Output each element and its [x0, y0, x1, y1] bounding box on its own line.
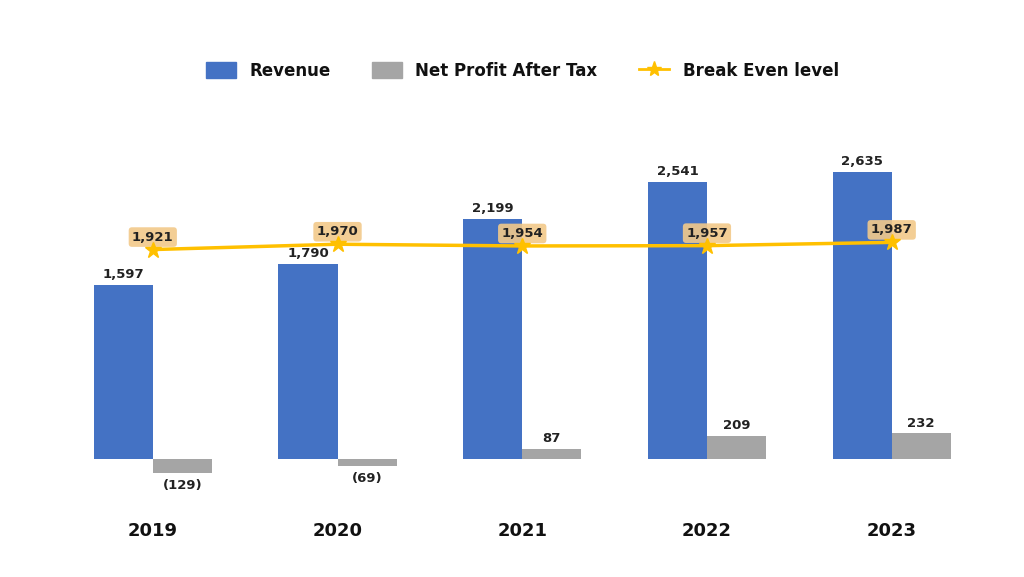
- Bar: [648, 182, 707, 459]
- Bar: [279, 264, 338, 459]
- Legend: Revenue, Net Profit After Tax, Break Even level: Revenue, Net Profit After Tax, Break Eve…: [206, 62, 839, 80]
- Text: 232: 232: [907, 417, 935, 430]
- Text: 1,957: 1,957: [686, 227, 728, 239]
- Text: 1,597: 1,597: [102, 268, 144, 281]
- Text: (69): (69): [352, 472, 382, 485]
- Text: 1,790: 1,790: [287, 247, 329, 260]
- Text: 2,541: 2,541: [656, 165, 698, 178]
- Text: (129): (129): [163, 479, 202, 492]
- Text: 1,954: 1,954: [502, 227, 543, 240]
- Text: 209: 209: [723, 419, 751, 432]
- Bar: [892, 433, 951, 459]
- Bar: [93, 285, 153, 459]
- Bar: [153, 459, 212, 473]
- Text: 2,199: 2,199: [472, 203, 513, 215]
- Text: 1,987: 1,987: [870, 223, 912, 237]
- Bar: [707, 436, 766, 459]
- Text: 87: 87: [543, 433, 561, 445]
- Text: Break Even Chart ($'000): Break Even Chart ($'000): [345, 53, 679, 77]
- Bar: [338, 459, 396, 466]
- Bar: [522, 449, 582, 459]
- Bar: [833, 172, 892, 459]
- Text: 2,635: 2,635: [841, 155, 883, 168]
- Text: 1,921: 1,921: [132, 231, 174, 243]
- Text: 1,970: 1,970: [316, 225, 358, 238]
- Bar: [463, 219, 522, 459]
